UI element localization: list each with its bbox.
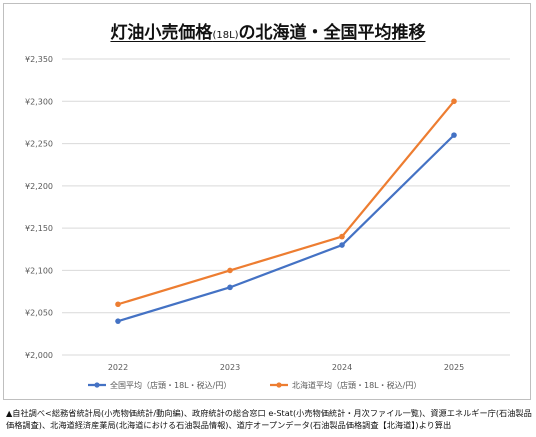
y-tick-label: ¥2,300 [25, 97, 53, 106]
x-tick-label: 2023 [220, 363, 240, 372]
series-1-point [227, 284, 233, 291]
series-2-point [339, 233, 345, 240]
y-tick-label: ¥2,250 [25, 140, 53, 149]
title-part-1: 灯油小売価格 [110, 23, 213, 43]
chart-title: 灯油小売価格(18L)の北海道・全国平均推移 [0, 18, 536, 43]
series-1-point [339, 242, 345, 248]
series-line-2 [117, 100, 455, 306]
y-tick-label: ¥2,100 [25, 266, 53, 275]
x-tick-label: 2024 [332, 363, 352, 372]
legend-swatch-marker [276, 382, 282, 388]
y-tick-label: ¥2,050 [25, 309, 53, 318]
legend-swatch-marker [94, 382, 100, 388]
x-tick-label: 2025 [444, 363, 464, 372]
y-tick-label: ¥2,350 [25, 55, 53, 64]
title-part-2: の北海道・全国平均推移 [238, 23, 426, 43]
series-1-point [115, 318, 121, 324]
chart-frame [3, 3, 531, 400]
y-tick-label: ¥2,150 [25, 224, 53, 233]
legend-label: 北海道平均（店頭・18L・税込/円） [292, 380, 421, 390]
series-1-point [451, 132, 457, 138]
title-part-unit: (18L) [212, 30, 239, 41]
series-2-point [227, 267, 233, 274]
x-tick-label: 2022 [108, 363, 128, 372]
series-line-1 [117, 134, 455, 323]
y-tick-label: ¥2,000 [25, 351, 53, 360]
series-2-point [451, 98, 457, 105]
title-main: 灯油小売価格(18L)の北海道・全国平均推移 [110, 23, 425, 43]
legend-label: 全国平均（店頭・18L・税込/円） [110, 380, 231, 390]
line-chart: ¥2,000 ¥2,050 ¥2,100 ¥2,150 ¥2,200 ¥2,250 ¥2,3… [25, 55, 510, 390]
series-2-point [115, 301, 121, 308]
y-tick-label: ¥2,200 [25, 182, 53, 191]
source-footnote: ▲自社調べ<総務省統計局(小売物価統計/動向編)、政府統計の総合窓口 e-Sta… [6, 408, 532, 430]
